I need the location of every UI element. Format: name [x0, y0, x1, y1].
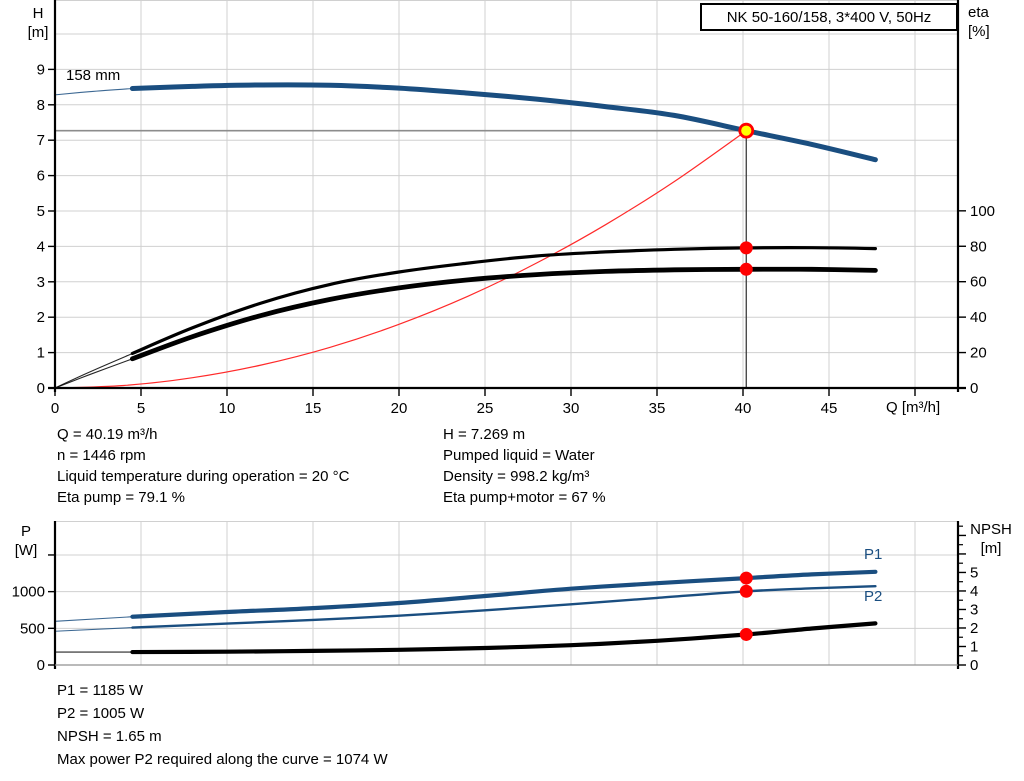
y-tick-label: 1 [37, 345, 45, 362]
h-axis-title-line2: [m] [27, 24, 49, 41]
x-tick-label: 15 [305, 400, 322, 417]
p2-curve-lead [54, 627, 133, 632]
y-tick-label: 9 [37, 61, 45, 78]
y2-tick-label: 80 [970, 238, 987, 255]
y-tick-label: 4 [37, 238, 45, 255]
y2-tick-label: 20 [970, 345, 987, 362]
x-tick-label: 45 [821, 400, 838, 417]
x-tick-label: 30 [563, 400, 580, 417]
y2-tick-label: 0 [970, 657, 978, 674]
h-axis-title-line1: H [32, 5, 44, 22]
pump-title-box: NK 50-160/158, 3*400 V, 50Hz [700, 3, 958, 31]
eta-axis-title-line1: eta [968, 4, 989, 21]
eta-pump-motor-curve-lead [54, 358, 133, 389]
p1-curve [130, 569, 878, 619]
p2-curve-label: P2 [864, 588, 883, 605]
head-158mm-curve [129, 82, 878, 163]
head-158mm-curve-lead [54, 87, 133, 96]
p-axis-title-line2: [W] [14, 542, 38, 559]
impeller-diameter-label: 158 mm [66, 67, 121, 84]
p1-point-marker [739, 571, 753, 585]
info-speed: n = 1446 rpm [57, 447, 146, 464]
info-liquid-temp: Liquid temperature during operation = 20… [57, 468, 350, 485]
p-axis-title-line1: P [20, 523, 31, 540]
system-curve-curve [54, 130, 747, 389]
npsh-curve [130, 621, 878, 655]
q-axis-title: Q [m³/h] [886, 399, 941, 416]
x-tick-label: 5 [137, 400, 145, 417]
eta-axis-title: eta [%] [968, 3, 990, 41]
eta-pump-curve-lead [54, 352, 133, 389]
info-npsh: NPSH = 1.65 m [57, 728, 162, 745]
p2-curve [131, 585, 877, 629]
x-tick-label: 20 [391, 400, 408, 417]
y2-tick-label: 100 [970, 203, 995, 220]
info-eta-pump-motor: Eta pump+motor = 67 % [443, 489, 606, 506]
y2-tick-label: 40 [970, 309, 987, 326]
y-tick-label: 500 [20, 620, 45, 637]
y2-tick-label: 5 [970, 564, 978, 581]
eta-pump-motor-point-marker [739, 262, 753, 276]
y2-tick-label: 3 [970, 601, 978, 618]
p2-point-marker [739, 584, 753, 598]
p1-curve-label: P1 [864, 546, 883, 563]
y-tick-label: 3 [37, 274, 45, 291]
y-tick-label: 2 [37, 309, 45, 326]
duty-info-left: Q = 40.19 m³/h n = 1446 rpm Liquid tempe… [57, 424, 349, 508]
info-p1: P1 = 1185 W [57, 682, 144, 699]
eta-pump-point-marker [739, 241, 753, 255]
y-tick-label: 0 [37, 657, 45, 674]
x-tick-label: 35 [649, 400, 666, 417]
duty-info-right: H = 7.269 m Pumped liquid = Water Densit… [443, 424, 606, 508]
pump-title: NK 50-160/158, 3*400 V, 50Hz [726, 8, 932, 26]
y-tick-label: 1000 [12, 584, 45, 601]
y2-tick-label: 0 [970, 380, 978, 397]
y2-tick-label: 1 [970, 638, 978, 655]
info-pumped-liquid: Pumped liquid = Water [443, 447, 595, 464]
power-npsh-chart: 0 500 1000 0 12 34 5 [12, 521, 978, 674]
npsh-axis-title-line2: [m] [980, 540, 1002, 557]
npsh-axis-title: NPSH [m] [960, 520, 1022, 558]
info-head: H = 7.269 m [443, 426, 526, 443]
x-tick-label: 10 [219, 400, 236, 417]
y-tick-label: 7 [37, 132, 45, 149]
info-q: Q = 40.19 m³/h [57, 426, 158, 443]
x-tick-label: 40 [735, 400, 752, 417]
x-tick-label: 0 [51, 400, 59, 417]
npsh-axis-title-line1: NPSH [970, 521, 1012, 538]
y-tick-label: 0 [37, 380, 45, 397]
p1-curve-lead [54, 616, 133, 622]
p-axis-title: P [W] [6, 522, 46, 560]
duty-point-marker[interactable] [738, 122, 755, 139]
eta-pump-motor-curve [130, 266, 878, 362]
y-tick-label: 6 [37, 168, 45, 185]
y2-tick-label: 2 [970, 620, 978, 637]
x-tick-label: 25 [477, 400, 494, 417]
y2-tick-label: 60 [970, 274, 987, 291]
eta-pump-curve [130, 246, 877, 356]
info-density: Density = 998.2 kg/m³ [443, 468, 590, 485]
h-axis-title: H [m] [18, 4, 58, 42]
info-eta-pump: Eta pump = 79.1 % [57, 489, 185, 506]
y2-tick-label: 4 [970, 583, 978, 600]
info-max-p2: Max power P2 required along the curve = … [57, 751, 388, 768]
power-info: P1 = 1185 W P2 = 1005 W NPSH = 1.65 m Ma… [57, 679, 388, 771]
eta-axis-title-line2: [%] [968, 23, 990, 40]
y-tick-label: 8 [37, 97, 45, 114]
y-tick-label: 5 [37, 203, 45, 220]
info-p2: P2 = 1005 W [57, 705, 145, 722]
npsh-point-marker [739, 627, 753, 641]
